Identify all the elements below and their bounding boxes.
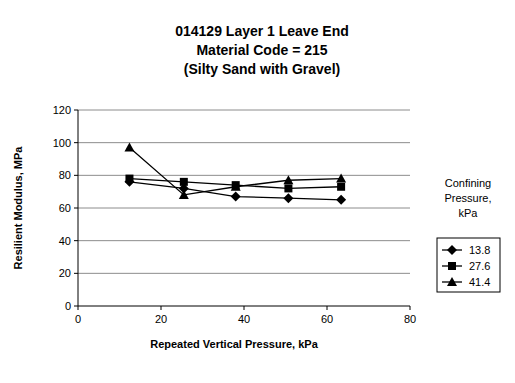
title: 014129 Layer 1 Leave End (175, 23, 349, 39)
y-tick (74, 175, 78, 176)
y-tick (74, 240, 78, 241)
y-tick-label: 80 (59, 169, 71, 181)
grid-line (78, 142, 410, 143)
grid-line (78, 208, 410, 209)
legend-marker (448, 262, 456, 270)
x-tick (244, 306, 245, 310)
y-tick-label: 100 (53, 137, 71, 149)
point (336, 195, 346, 205)
y-tick (74, 273, 78, 274)
legend-label: 13.8 (469, 244, 490, 256)
x-tick-label: 40 (238, 313, 250, 325)
y-axis-label: Resilient Modulus, MPa (12, 146, 24, 270)
series-line (129, 148, 341, 195)
y-tick (74, 110, 78, 111)
legend-label: 27.6 (469, 260, 490, 272)
point (180, 178, 188, 186)
x-tick (327, 306, 328, 310)
x-tick (410, 306, 411, 310)
x-axis (78, 306, 410, 307)
y-tick (74, 306, 78, 307)
y-tick-label: 60 (59, 202, 71, 214)
point (125, 175, 133, 183)
point (337, 183, 345, 191)
y-tick-label: 120 (53, 104, 71, 116)
x-tick (78, 306, 79, 310)
title: Material Code = 215 (196, 42, 327, 58)
point (283, 175, 293, 184)
grid-line (78, 240, 410, 241)
y-tick-label: 20 (59, 267, 71, 279)
point (283, 193, 293, 203)
legend-title: ConfiningPressure,kPa (444, 177, 491, 219)
y-tick-label: 0 (65, 300, 71, 312)
grid-line (78, 273, 410, 274)
chart: 014129 Layer 1 Leave End Material Code = … (0, 0, 515, 383)
x-axis-label: Repeated Vertical Pressure, kPa (150, 338, 318, 350)
x-tick (161, 306, 162, 310)
point (179, 190, 189, 199)
x-tick-label: 20 (155, 313, 167, 325)
x-tick-label: 80 (404, 313, 416, 325)
y-tick (74, 208, 78, 209)
point (231, 192, 241, 202)
legend-label: 41.4 (469, 276, 490, 288)
point (336, 174, 346, 183)
y-tick (74, 142, 78, 143)
point (231, 182, 241, 191)
grid-line (78, 110, 410, 111)
legend (437, 238, 500, 292)
plot-area (124, 143, 346, 205)
title: (Silty Sand with Gravel) (184, 61, 340, 77)
point (284, 184, 292, 192)
legend-marker (447, 245, 457, 255)
x-tick-label: 0 (75, 313, 81, 325)
y-tick-label: 40 (59, 235, 71, 247)
x-tick-label: 60 (321, 313, 333, 325)
point (124, 143, 134, 152)
y-axis (78, 110, 79, 306)
legend-marker (447, 277, 457, 286)
